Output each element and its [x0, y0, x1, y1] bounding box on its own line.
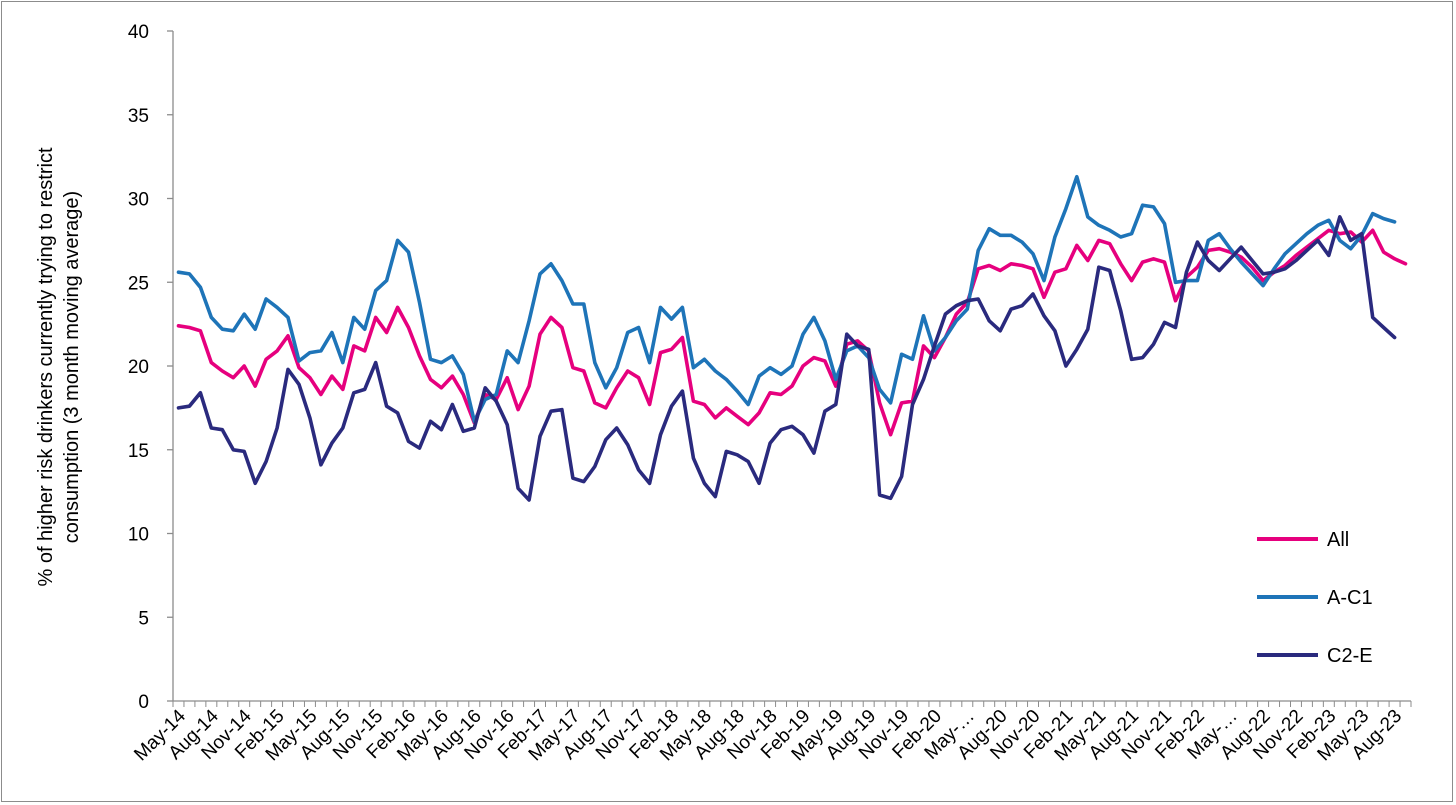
y-axis-title-line-2: consumption (3 month moving average)	[61, 191, 83, 543]
y-tick-label: 10	[128, 525, 149, 546]
series-line-c2-e	[176, 215, 1397, 502]
y-tick-label: 15	[128, 441, 149, 462]
y-axis-title: % of higher risk drinkers currently tryi…	[35, 147, 83, 586]
y-tick-label: 0	[138, 692, 149, 713]
legend-label-a-c1: A-C1	[1327, 587, 1373, 609]
y-tick-label: 5	[138, 608, 149, 629]
y-tick-label: 35	[128, 106, 149, 127]
y-axis-title-line-1: % of higher risk drinkers currently tryi…	[35, 147, 57, 586]
y-tick-label: 20	[128, 357, 149, 378]
y-tick-label: 25	[128, 273, 149, 294]
series-line-all	[176, 228, 1408, 437]
legend: All A-C1 C2-E	[1257, 529, 1373, 667]
legend-label-c2-e: C2-E	[1327, 645, 1373, 667]
legend-label-all: All	[1327, 529, 1349, 551]
series-lines	[176, 174, 1408, 502]
x-axis: May-14Aug-14Nov-14Feb-15May-15Aug-15Nov-…	[130, 700, 1412, 765]
y-tick-label: 40	[128, 22, 149, 43]
series-line-a-c1	[176, 174, 1397, 424]
y-axis: 0 5 10 15 20 25 30 35 40	[128, 22, 174, 713]
y-tick-label: 30	[128, 190, 149, 211]
